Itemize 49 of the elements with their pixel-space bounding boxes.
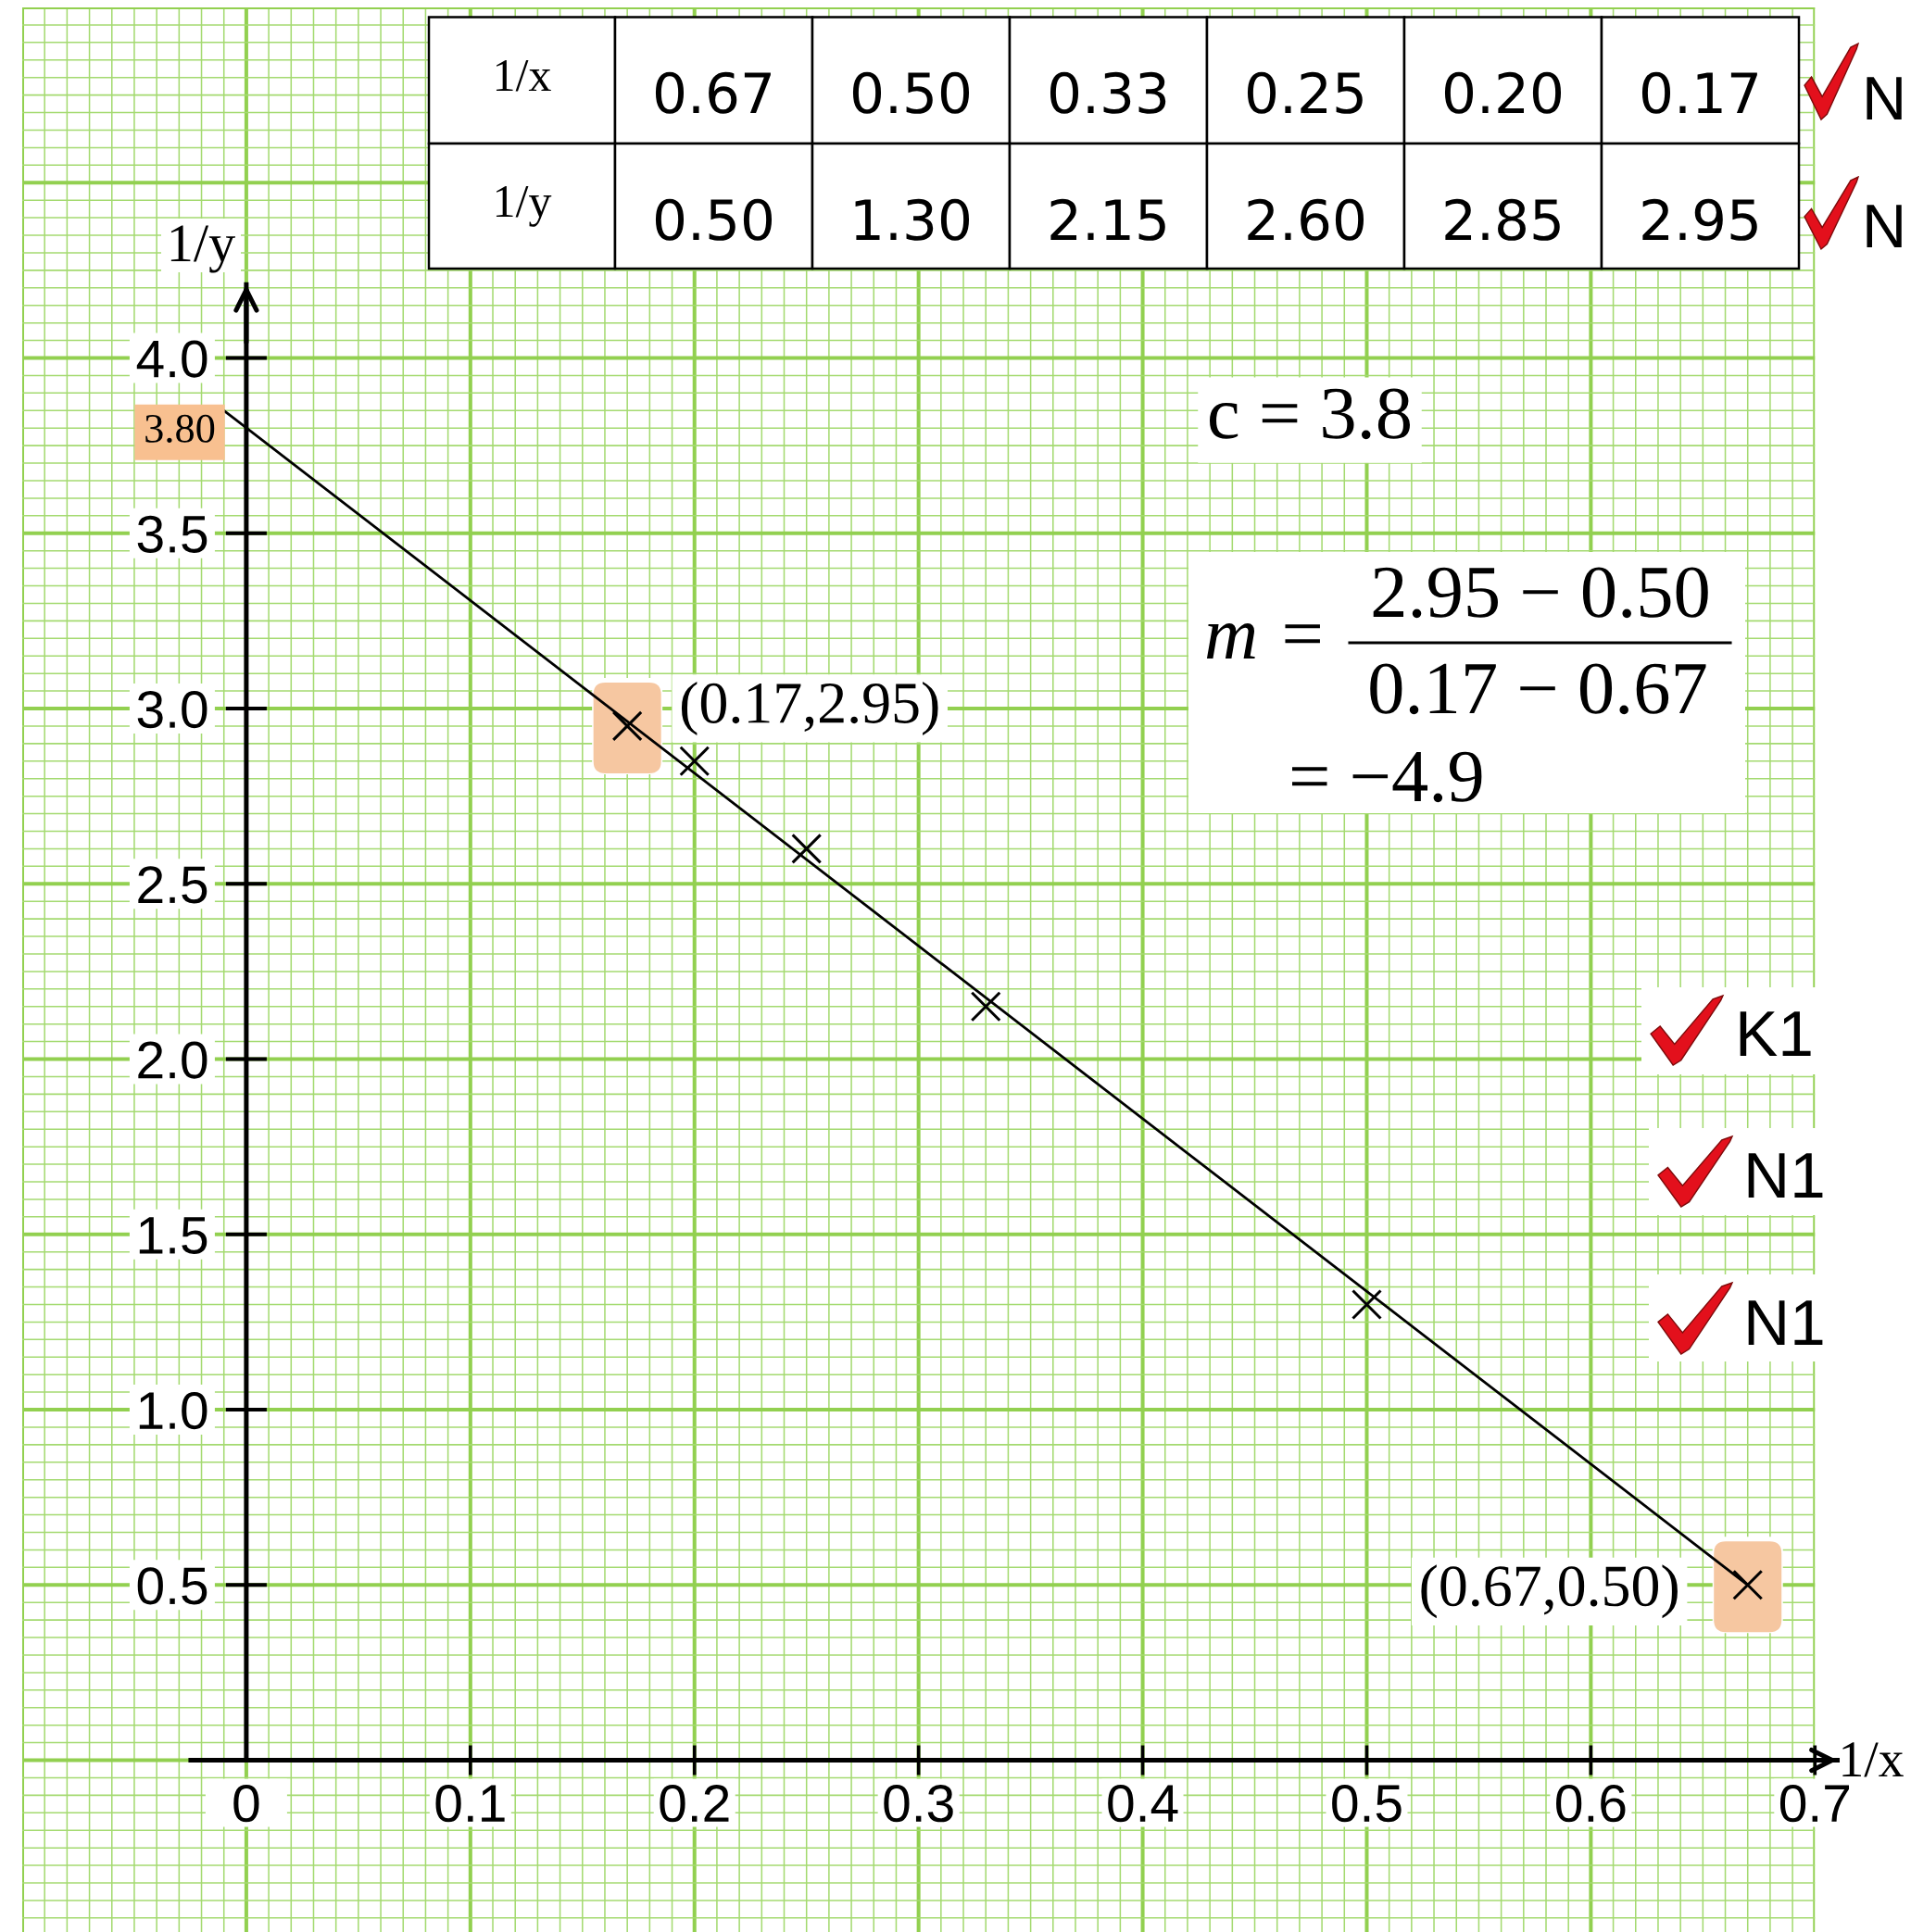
point xyxy=(791,833,823,864)
annotation: (0.67,0.50) xyxy=(1421,1564,1678,1619)
annotation: m = xyxy=(1206,623,1320,659)
annotation: c = 3.8 xyxy=(1209,388,1411,440)
annotation: 2.95 − 0.50 xyxy=(1373,567,1708,619)
annotation: 3.80 xyxy=(145,414,215,444)
x-tick-label: 0.3 xyxy=(884,1785,953,1823)
annotation: 0.25 xyxy=(1247,71,1363,114)
annotation: 2.95 xyxy=(1642,198,1757,241)
annotation: 0.17 − 0.67 xyxy=(1370,663,1706,715)
x-tick-label: 0.6 xyxy=(1556,1785,1626,1823)
annotation: 0.17 xyxy=(1641,71,1757,114)
annotation: 2.85 xyxy=(1445,198,1560,241)
annotation: 1.30 xyxy=(855,198,970,241)
text: N xyxy=(1867,77,1902,119)
annotation: 0.67 xyxy=(655,71,771,114)
y-tick-label: 3.0 xyxy=(137,690,207,729)
x-axis-title: 1/x xyxy=(496,59,551,92)
y-tick-label: 0.5 xyxy=(137,1567,207,1605)
x-tick-label: 0.1 xyxy=(435,1785,505,1823)
annotation: 2.60 xyxy=(1248,198,1364,241)
annotation: 0.33 xyxy=(1050,71,1166,114)
y-axis-title: 1/y xyxy=(170,225,236,273)
x-tick-label: 0.7 xyxy=(1779,1785,1850,1823)
x-tick-label: 0 xyxy=(233,1785,259,1823)
annotation: 0.20 xyxy=(1444,71,1562,114)
x-tick-label: 0.5 xyxy=(1332,1785,1402,1823)
annotation: N1 xyxy=(1748,1153,1823,1198)
y-tick-label: 4.0 xyxy=(136,340,207,378)
text: 1/y xyxy=(496,185,552,227)
y-tick-label: 2.0 xyxy=(138,1041,207,1079)
annotation: K1 xyxy=(1740,1011,1811,1056)
x-tick-label: 0.2 xyxy=(660,1785,729,1823)
y-tick-label: 1.5 xyxy=(139,1217,207,1254)
y-tick-label: 2.5 xyxy=(138,866,207,904)
y-tick-label: 3.5 xyxy=(137,515,207,553)
annotation: N1 xyxy=(1748,1300,1823,1345)
point xyxy=(970,991,1001,1022)
y-tick-label: 1.0 xyxy=(139,1391,207,1430)
annotation: 0.50 xyxy=(655,198,773,241)
point xyxy=(1351,1288,1382,1320)
x-tick-label: 0.4 xyxy=(1108,1785,1178,1823)
annotation: (0.17,2.95) xyxy=(681,681,938,735)
text: N xyxy=(1867,205,1902,247)
annotation: 2.15 xyxy=(1050,198,1165,241)
annotation: 0.50 xyxy=(852,71,970,114)
point xyxy=(679,746,710,777)
annotation: = −4.9 xyxy=(1292,751,1482,803)
text: 1/x xyxy=(1842,1742,1904,1777)
